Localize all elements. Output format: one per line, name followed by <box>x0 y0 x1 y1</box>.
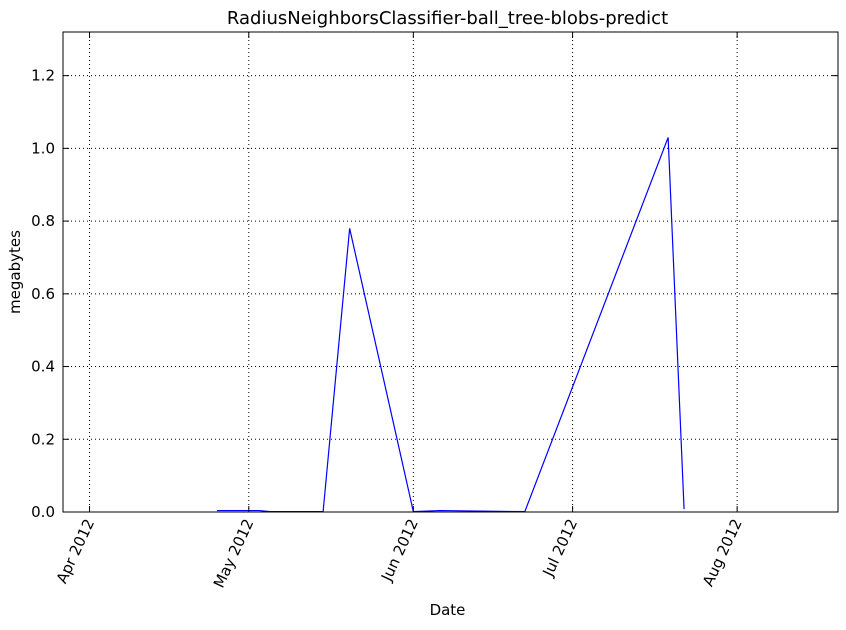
plot-frame <box>62 31 839 513</box>
x-axis-label: Date <box>430 601 466 619</box>
chart-title: RadiusNeighborsClassifier-ball_tree-blob… <box>227 8 668 29</box>
grid-layer <box>63 32 838 512</box>
y-tick-label: 1.2 <box>31 67 55 85</box>
y-tick-label: 0.2 <box>31 430 55 448</box>
y-tick-label: 0.8 <box>31 212 55 230</box>
y-tick-label: 0.0 <box>31 503 55 521</box>
y-tick-label: 0.4 <box>31 358 55 376</box>
series-line <box>216 137 685 513</box>
y-axis-label: megabytes <box>6 230 24 314</box>
series-layer <box>216 137 685 513</box>
y-tick-label: 1.0 <box>31 139 55 157</box>
y-tick-label: 0.6 <box>31 285 55 303</box>
